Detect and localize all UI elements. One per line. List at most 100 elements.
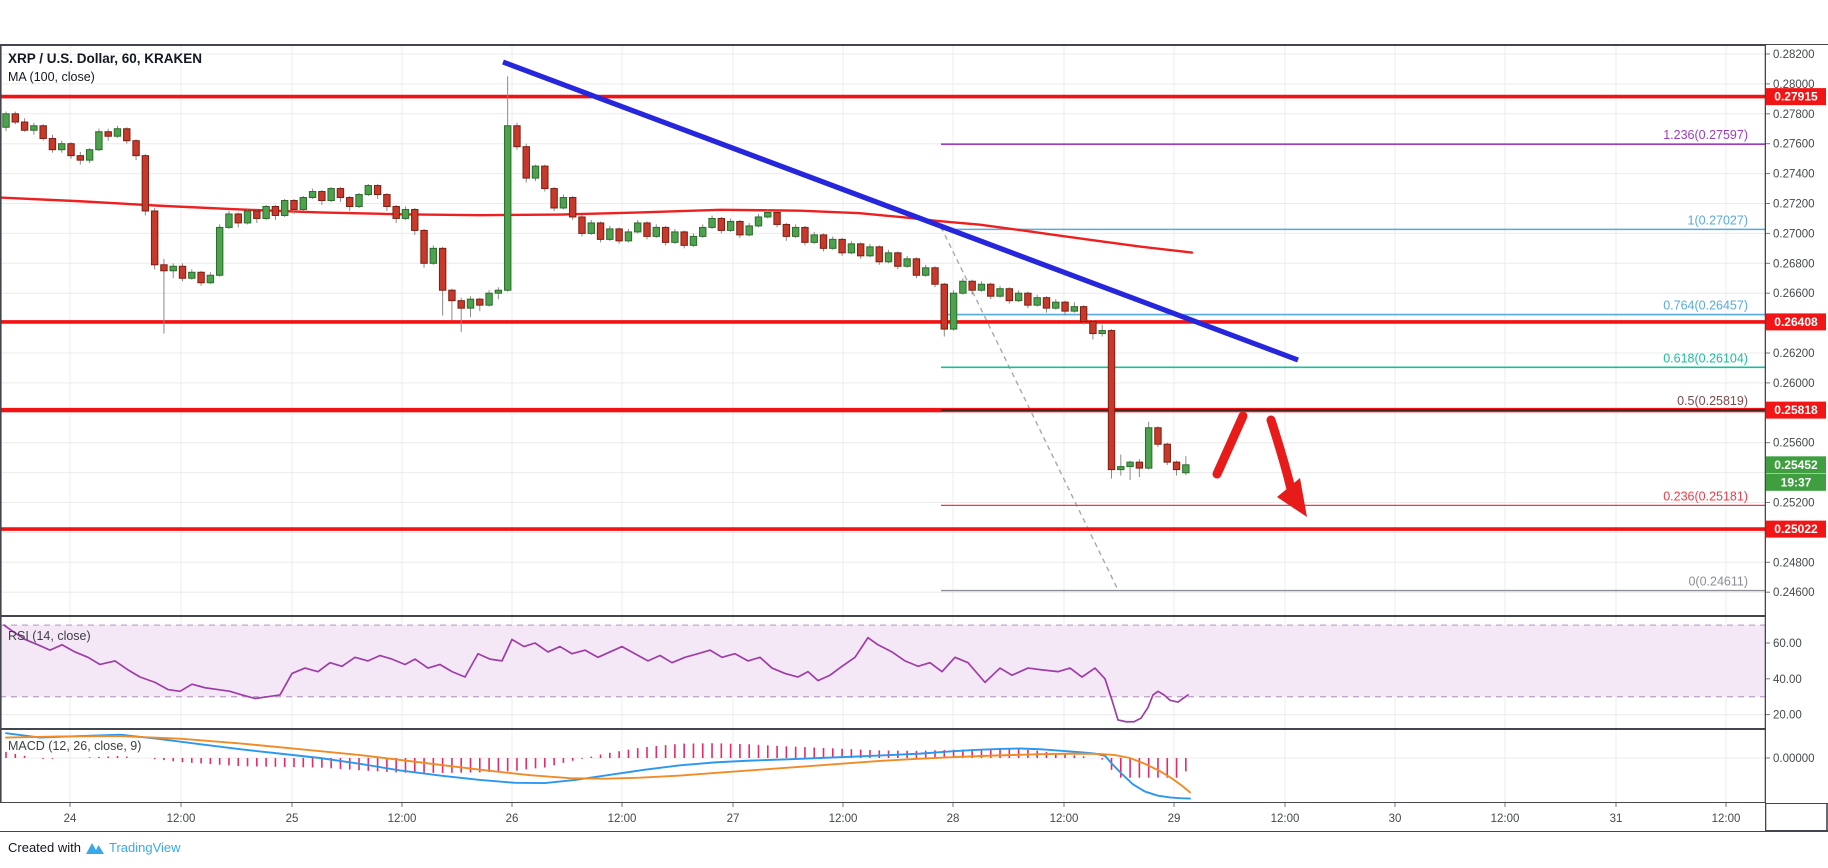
candle-down [875, 246, 883, 263]
time-axis-label: 12:00 [829, 813, 858, 825]
candle-down [838, 238, 846, 254]
footer: Created with TradingView [8, 840, 181, 855]
candle-up [429, 247, 438, 264]
candle-down [680, 231, 688, 246]
candle-down [773, 211, 781, 225]
chart-title: XRP / U.S. Dollar, 60, KRAKEN [8, 51, 202, 66]
candle-up [327, 188, 335, 202]
candle-down [550, 188, 558, 209]
candle-up [85, 149, 94, 161]
candle-up [485, 292, 493, 306]
tradingview-logo-icon[interactable] [85, 840, 105, 855]
time-axis[interactable] [0, 803, 1765, 831]
candle-down [568, 197, 577, 218]
candle-up [903, 258, 911, 267]
down-arrow-head [1277, 478, 1307, 517]
candle-up [299, 197, 307, 210]
candle-up [401, 208, 410, 219]
price-axis-label: 0.27800 [1773, 109, 1815, 121]
candle-down [1024, 292, 1032, 306]
candle-down [1042, 297, 1051, 309]
candle-up [652, 226, 660, 237]
tradingview-brand-link[interactable]: TradingView [108, 840, 181, 855]
price-tag-green [1766, 473, 1826, 491]
candle-down [596, 222, 605, 240]
price-tag-label: 0.25452 [1774, 458, 1818, 472]
candle-down [578, 216, 586, 234]
macd-axis-label: 0.00000 [1773, 753, 1815, 765]
fib-level-label: 0(0.24611) [1688, 575, 1748, 589]
candle-up [1070, 306, 1079, 312]
fib-level-label: 0.618(0.26104) [1663, 351, 1748, 365]
candle-down [968, 280, 976, 291]
candle-down [178, 265, 187, 279]
candle-down [104, 131, 112, 137]
candle-up [225, 213, 233, 228]
price-axis-label: 0.27600 [1773, 139, 1815, 151]
time-axis-label: 24 [64, 813, 77, 825]
candle-up [866, 246, 874, 257]
rsi-axis-label: 40.00 [1773, 674, 1802, 686]
rsi-axis-label: 20.00 [1773, 710, 1802, 722]
candle-down [132, 140, 140, 157]
price-tag-label: 0.27915 [1774, 90, 1818, 104]
candle-up [206, 274, 215, 284]
candle-up [364, 185, 373, 196]
candle-up [959, 280, 967, 294]
candle-up [1052, 301, 1060, 309]
candle-up [922, 267, 930, 276]
candle-down [383, 194, 391, 207]
candle-down [819, 234, 828, 249]
candle-down [1079, 306, 1088, 323]
candle-up [884, 252, 893, 263]
candle-up [671, 231, 679, 243]
price-tag-label: 0.26408 [1774, 315, 1818, 329]
price-tag-red [1766, 88, 1826, 106]
candle-up [2, 113, 10, 128]
candle-down [346, 197, 354, 207]
candle-down [894, 252, 902, 267]
candle-up [1182, 464, 1190, 474]
candle-down [336, 188, 345, 199]
candle-down [643, 222, 651, 237]
time-axis-label: 12:00 [1271, 813, 1300, 825]
price-axis[interactable] [1766, 45, 1828, 803]
candle-up [58, 143, 66, 151]
time-axis-label: 25 [286, 813, 299, 825]
candle-up [847, 243, 856, 254]
candle-down [373, 185, 382, 196]
candle-down [197, 271, 205, 284]
ma-legend: MA (100, close) [8, 70, 95, 84]
candle-down [253, 210, 261, 219]
price-axis-label: 0.26600 [1773, 288, 1815, 300]
candle-down [11, 113, 19, 123]
candle-up [689, 235, 698, 246]
rsi-legend: RSI (14, close) [8, 629, 91, 643]
time-axis-label: 27 [727, 813, 740, 825]
candle-up [243, 210, 252, 224]
candle-up [188, 271, 196, 279]
candle-down [856, 243, 865, 257]
arrow-stroke [1212, 411, 1248, 479]
candle-down [1135, 461, 1144, 469]
price-tag-green [1766, 456, 1826, 474]
candle-down [392, 205, 400, 219]
candle-up [624, 231, 633, 242]
fib-level-label: 0.5(0.25819) [1677, 394, 1748, 408]
price-tag-red [1766, 520, 1826, 538]
candle-down [39, 125, 47, 139]
candle-down [912, 258, 921, 276]
time-axis-label: 26 [506, 813, 519, 825]
price-axis-label: 0.27200 [1773, 199, 1815, 211]
candle-up [1098, 330, 1106, 335]
candle-down [736, 220, 744, 236]
candle-up [559, 197, 568, 209]
candle-down [615, 228, 623, 242]
candle-up [708, 217, 716, 228]
candle-up [215, 226, 224, 276]
candle-down [1089, 321, 1097, 335]
candle-up [503, 125, 512, 291]
candle-up [745, 225, 753, 236]
